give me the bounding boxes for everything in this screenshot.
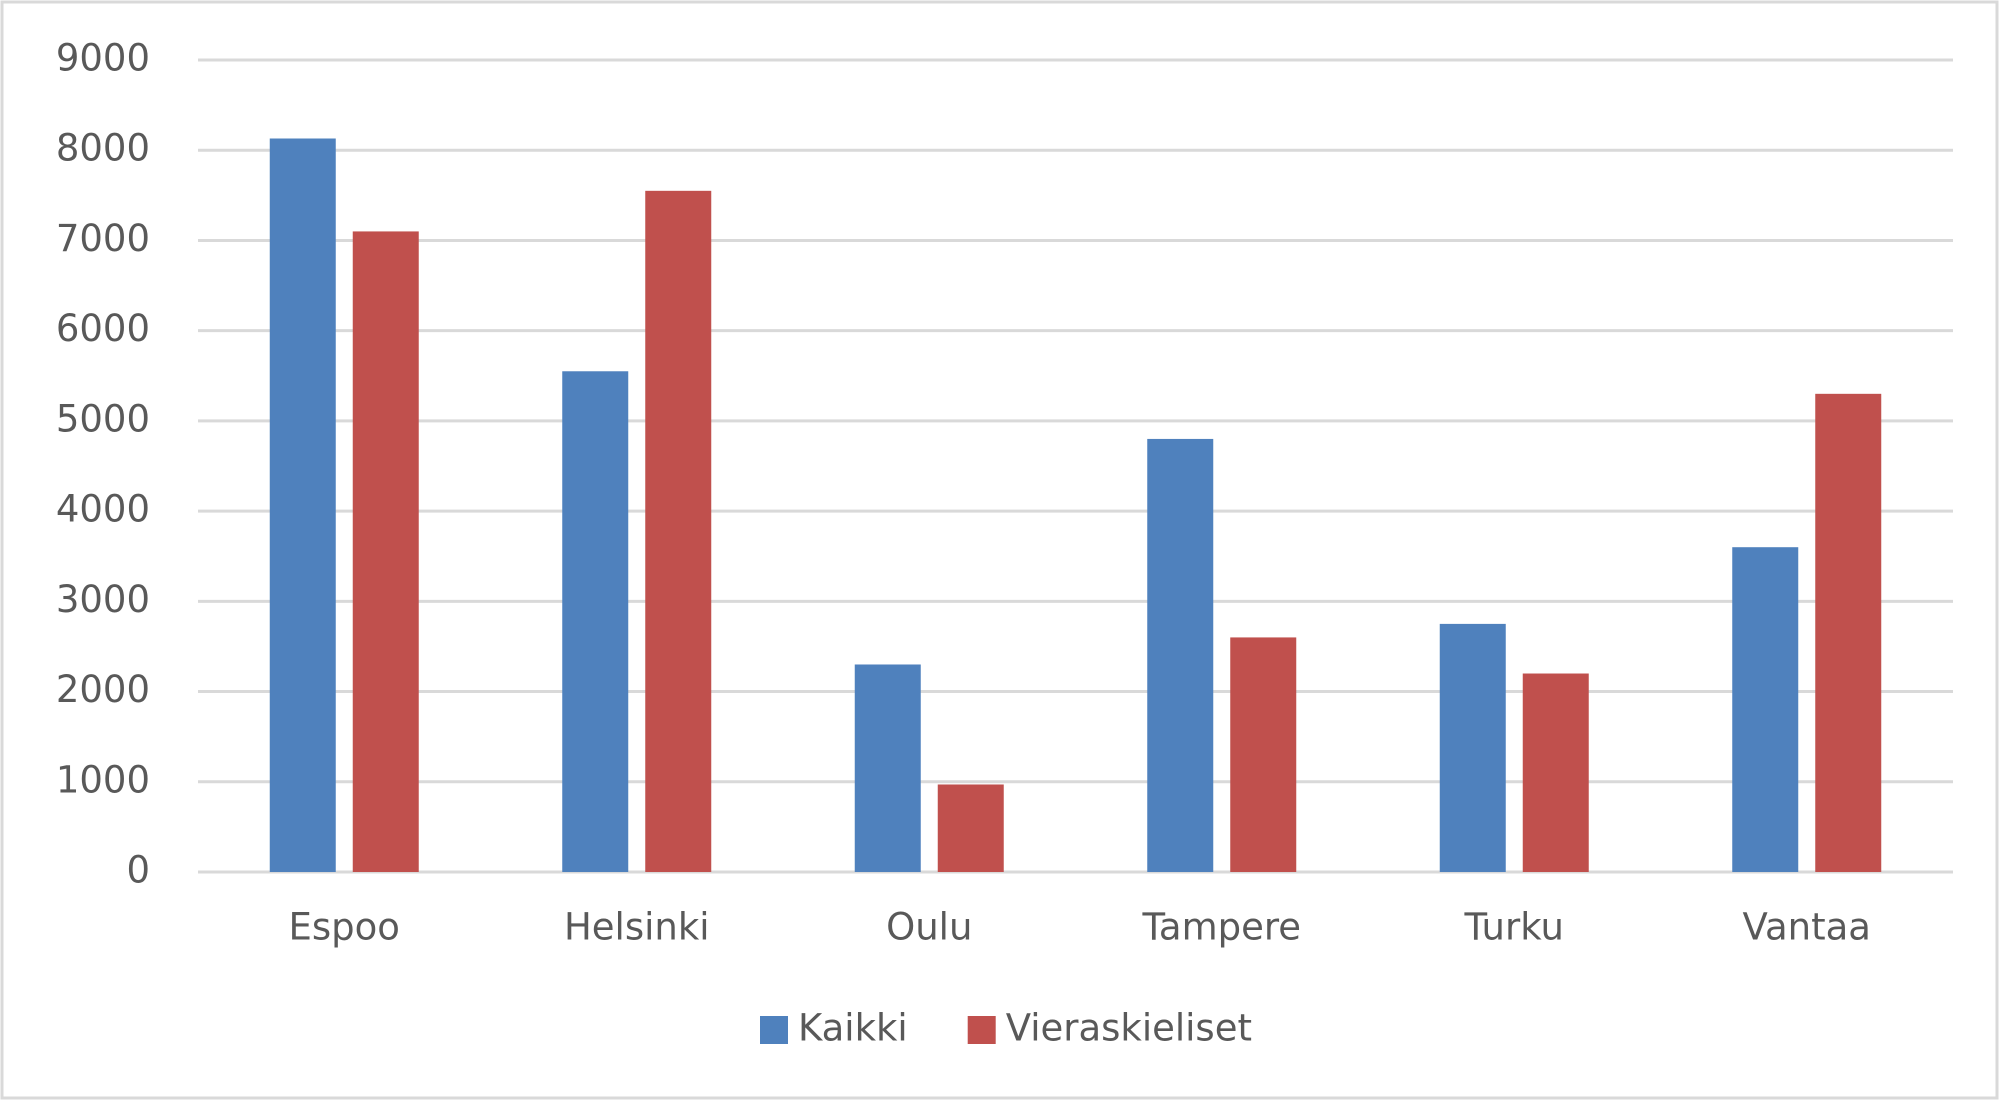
- x-tick-label: Helsinki: [564, 906, 710, 949]
- bar: [937, 784, 1004, 872]
- bar: [645, 190, 712, 873]
- y-tick-label: 0: [126, 849, 150, 892]
- legend-swatch: [967, 1016, 996, 1044]
- bar: [854, 664, 921, 872]
- y-tick-label: 4000: [56, 488, 150, 531]
- y-tick-label: 7000: [56, 217, 150, 260]
- y-tick-label: 1000: [56, 758, 150, 801]
- x-tick-label: Oulu: [886, 906, 972, 949]
- y-tick-label: 2000: [56, 668, 150, 711]
- y-tick-label: 6000: [56, 307, 150, 350]
- legend-swatch: [760, 1016, 788, 1044]
- bar: [1439, 623, 1506, 872]
- bar: [1230, 637, 1297, 872]
- x-tick-label: Tampere: [1141, 906, 1301, 949]
- bar: [1522, 673, 1589, 872]
- legend-label: Kaikki: [798, 1007, 908, 1050]
- bar: [1732, 547, 1799, 872]
- y-tick-label: 8000: [56, 127, 150, 170]
- y-tick-label: 9000: [56, 37, 150, 80]
- bar: [1147, 438, 1214, 872]
- bar: [269, 138, 336, 872]
- bar: [352, 231, 419, 872]
- x-tick-label: Turku: [1464, 906, 1564, 949]
- y-tick-label: 3000: [56, 578, 150, 621]
- x-tick-label: Vantaa: [1743, 906, 1871, 949]
- bar: [562, 371, 629, 872]
- bar: [1815, 393, 1882, 872]
- legend-label: Vieraskieliset: [1006, 1007, 1252, 1050]
- y-tick-label: 5000: [56, 397, 150, 440]
- x-tick-label: Espoo: [289, 906, 400, 949]
